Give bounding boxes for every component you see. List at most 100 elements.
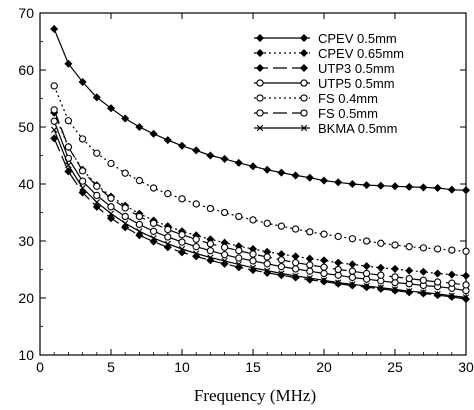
- y-tick-label: 60: [18, 62, 34, 78]
- data-point: [220, 208, 229, 217]
- data-point: [107, 203, 115, 211]
- data-point: [299, 48, 309, 58]
- data-point: [320, 269, 328, 278]
- data-point: [334, 178, 343, 187]
- series-cpev-0-65mm: [50, 108, 471, 280]
- data-point: [106, 214, 116, 223]
- data-point: [248, 162, 258, 171]
- data-point: [376, 263, 385, 272]
- data-point: [121, 212, 129, 221]
- data-point: [65, 162, 72, 169]
- data-point: [462, 294, 470, 301]
- data-point: [391, 286, 399, 293]
- data-point: [235, 212, 243, 221]
- y-tick-label: 10: [18, 347, 34, 363]
- data-point: [319, 256, 329, 265]
- legend-label: BKMA 0.5mm: [318, 121, 397, 136]
- data-point: [178, 231, 186, 239]
- data-point: [164, 190, 172, 198]
- legend-item: UTP3 0.5mm: [254, 61, 395, 76]
- axis-ticks: 0 5 10 15 20 25 30 10 20 30 40 50 60 70: [18, 5, 474, 375]
- data-point: [448, 279, 456, 287]
- plot-frame: [39, 12, 467, 356]
- data-point: [362, 237, 371, 245]
- data-point: [235, 247, 243, 255]
- data-point: [135, 212, 144, 221]
- data-point: [93, 182, 101, 190]
- data-point: [362, 283, 371, 292]
- data-point: [390, 286, 400, 295]
- x-tick-label: 10: [174, 359, 190, 375]
- data-point: [320, 230, 328, 238]
- series-layer: [50, 24, 471, 304]
- data-point: [306, 261, 314, 269]
- y-tick-label: 50: [18, 119, 34, 135]
- data-point: [92, 93, 101, 102]
- legend-item: CPEV 0.65mm: [254, 46, 404, 61]
- data-point: [363, 282, 370, 290]
- legend-item: UTP5 0.5mm: [254, 76, 395, 91]
- x-tick-label: 5: [107, 359, 115, 375]
- data-point: [319, 277, 329, 286]
- data-point: [305, 173, 314, 182]
- data-point: [149, 184, 158, 192]
- plot-area-border: [39, 12, 467, 356]
- series-bkma-0-5mm: [51, 126, 470, 301]
- data-point: [405, 243, 413, 251]
- data-point: [50, 82, 58, 90]
- data-point: [348, 267, 357, 275]
- data-point: [277, 262, 286, 271]
- legend-label: UTP3 0.5mm: [318, 61, 395, 76]
- data-point: [377, 271, 385, 279]
- data-point: [433, 278, 442, 286]
- data-point: [163, 136, 172, 145]
- data-point: [277, 222, 286, 230]
- data-point: [178, 195, 186, 203]
- data-point: [300, 124, 308, 132]
- x-tick-label: 30: [458, 359, 474, 375]
- data-point: [447, 185, 456, 194]
- data-point: [376, 181, 385, 190]
- data-point: [291, 171, 300, 180]
- data-point: [264, 267, 271, 274]
- data-point: [277, 168, 286, 177]
- data-point: [256, 124, 264, 132]
- data-point: [149, 129, 158, 138]
- data-point: [433, 269, 442, 278]
- data-point: [149, 227, 158, 235]
- data-point: [348, 273, 357, 282]
- data-point: [377, 284, 384, 291]
- data-point: [448, 292, 455, 299]
- data-point: [291, 265, 300, 273]
- data-point: [405, 288, 414, 297]
- data-point: [206, 240, 215, 248]
- data-point: [78, 177, 87, 185]
- data-point: [405, 182, 414, 191]
- data-point: [50, 24, 59, 33]
- data-point: [256, 109, 264, 117]
- data-point: [149, 219, 158, 227]
- data-point: [391, 241, 399, 249]
- data-point: [462, 247, 470, 255]
- data-point: [249, 257, 257, 265]
- series-line: [53, 138, 467, 300]
- data-point: [300, 94, 308, 102]
- x-tick-label: 15: [245, 359, 261, 375]
- data-point: [193, 250, 200, 257]
- x-tick-label: 0: [36, 359, 44, 375]
- data-point: [306, 267, 314, 275]
- data-point: [192, 243, 200, 251]
- data-point: [78, 135, 87, 143]
- data-point: [419, 267, 428, 276]
- data-point: [348, 235, 357, 243]
- data-point: [107, 210, 115, 217]
- data-point: [448, 246, 456, 254]
- data-point: [447, 292, 456, 301]
- data-point: [136, 228, 143, 235]
- data-point: [461, 186, 471, 195]
- data-point: [291, 225, 300, 233]
- data-point: [348, 281, 357, 290]
- data-point: [78, 188, 87, 197]
